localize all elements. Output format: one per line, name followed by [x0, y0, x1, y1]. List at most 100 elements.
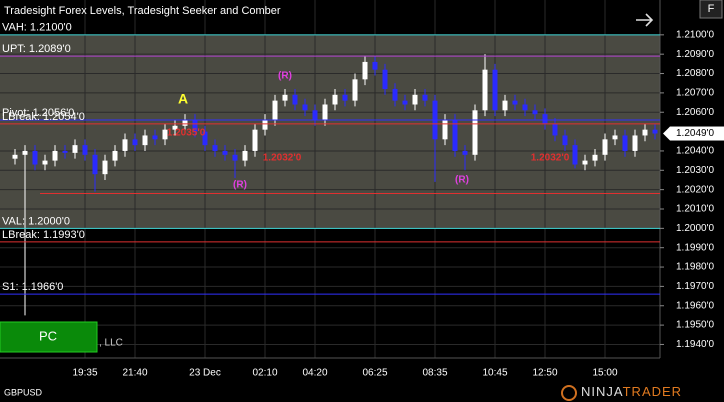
candle-body	[122, 139, 128, 151]
y-tick-label: 1.1960'0	[676, 300, 714, 311]
candle-body	[82, 145, 88, 155]
last-price-label: 1.2049'0	[676, 128, 714, 139]
level-label: VAH: 1.2100'0	[2, 22, 72, 34]
candle-body	[572, 145, 578, 165]
candle-body	[492, 69, 498, 111]
y-tick-label: 1.1950'0	[676, 320, 714, 331]
pc-button[interactable]	[0, 321, 98, 353]
candle-body	[102, 160, 108, 175]
candle-body	[642, 129, 648, 136]
y-tick-label: 1.2010'0	[676, 204, 714, 215]
last-price-pointer	[663, 126, 670, 141]
candle-body	[392, 89, 398, 101]
value-area	[0, 34, 660, 229]
pc-button-label[interactable]: PC	[39, 328, 57, 343]
level-label: LBreak: 1.1993'0	[2, 229, 85, 241]
x-tick-label: 06:25	[362, 368, 387, 379]
candle-body	[302, 104, 308, 111]
level-label: Pivot: 1.2056'0	[2, 107, 74, 119]
corner-button-label[interactable]: F	[708, 3, 715, 15]
candle-body	[582, 160, 588, 165]
candle-body	[62, 150, 68, 153]
candle-body	[512, 100, 518, 105]
candle-body	[52, 150, 58, 161]
candle-body	[142, 135, 148, 146]
y-tick-label: 1.2080'0	[676, 68, 714, 79]
candle-body	[312, 110, 318, 120]
chart-title: Tradesight Forex Levels, Tradesight Seek…	[4, 5, 281, 17]
candle-body	[242, 150, 248, 161]
candle-body	[132, 139, 138, 146]
logo-icon	[561, 385, 577, 401]
candle-body	[542, 114, 548, 124]
candle-body	[272, 100, 278, 120]
y-tick-label: 1.1990'0	[676, 242, 714, 253]
x-tick-label: 10:45	[482, 368, 507, 379]
candle-body	[552, 123, 558, 136]
x-tick-label: 04:20	[302, 368, 327, 379]
candle-body	[42, 160, 48, 165]
level-label: S1: 1.1966'0	[2, 281, 63, 293]
x-tick-label: 23 Dec	[189, 368, 221, 379]
last-price-box	[670, 126, 724, 141]
candle-body	[72, 145, 78, 153]
footer-text: , LLC	[99, 338, 123, 349]
candle-body	[332, 94, 338, 105]
logo: NINJATRADER	[581, 384, 682, 399]
candle-body	[162, 129, 168, 140]
candle-body	[32, 150, 38, 165]
candle-body	[212, 145, 218, 151]
y-tick-label: 1.2060'0	[676, 107, 714, 118]
annotation: (R)	[233, 180, 247, 191]
y-tick-label: 1.1940'0	[676, 339, 714, 350]
candle-body	[602, 139, 608, 155]
candle-body	[532, 110, 538, 115]
candle-body	[612, 135, 618, 140]
y-tick-label: 1.2090'0	[676, 49, 714, 60]
candle-body	[342, 94, 348, 101]
candle-body	[182, 119, 188, 126]
candle-body	[12, 154, 18, 159]
candle-body	[222, 150, 228, 155]
candle-body	[292, 94, 298, 105]
candle-body	[622, 135, 628, 151]
candle-body	[352, 79, 358, 101]
y-tick-label: 1.2100'0	[676, 29, 714, 40]
level-label: LBreak: 1.2054'0	[2, 111, 85, 123]
x-tick-label: 15:00	[592, 368, 617, 379]
x-tick-label: 12:50	[532, 368, 557, 379]
candle-body	[252, 129, 258, 151]
candle-body	[202, 131, 208, 146]
candle-body	[592, 154, 598, 161]
y-tick-label: 1.2000'0	[676, 223, 714, 234]
candle-body	[172, 125, 178, 130]
arrow-icon[interactable]	[636, 13, 654, 27]
level-label: UPT: 1.2089'0	[2, 43, 71, 55]
candle-body	[442, 119, 448, 140]
candle-body	[452, 119, 458, 151]
y-tick-label: 1.2020'0	[676, 184, 714, 195]
candle-body	[92, 154, 98, 175]
candle-body	[112, 150, 118, 161]
candle-body	[152, 135, 158, 140]
candle-body	[472, 110, 478, 155]
candle-body	[262, 119, 268, 130]
corner-button[interactable]	[699, 0, 723, 19]
y-tick-label: 1.1970'0	[676, 281, 714, 292]
annotation: (R)	[278, 71, 292, 82]
symbol: GBPUSD	[4, 387, 43, 397]
annotation: 1.2035'0	[167, 128, 206, 139]
x-tick-label: 21:40	[122, 368, 147, 379]
candle-body	[192, 119, 198, 132]
candle-body	[322, 104, 328, 120]
annotation: 1.2032'0	[531, 153, 570, 164]
y-tick-label: 1.2030'0	[676, 165, 714, 176]
y-tick-label: 1.2040'0	[676, 146, 714, 157]
logo-part: NINJA	[581, 384, 623, 399]
candle-body	[482, 69, 488, 111]
x-tick-label: 19:35	[72, 368, 97, 379]
candle-body	[632, 135, 638, 151]
annotation: 1.2032'0	[263, 153, 302, 164]
